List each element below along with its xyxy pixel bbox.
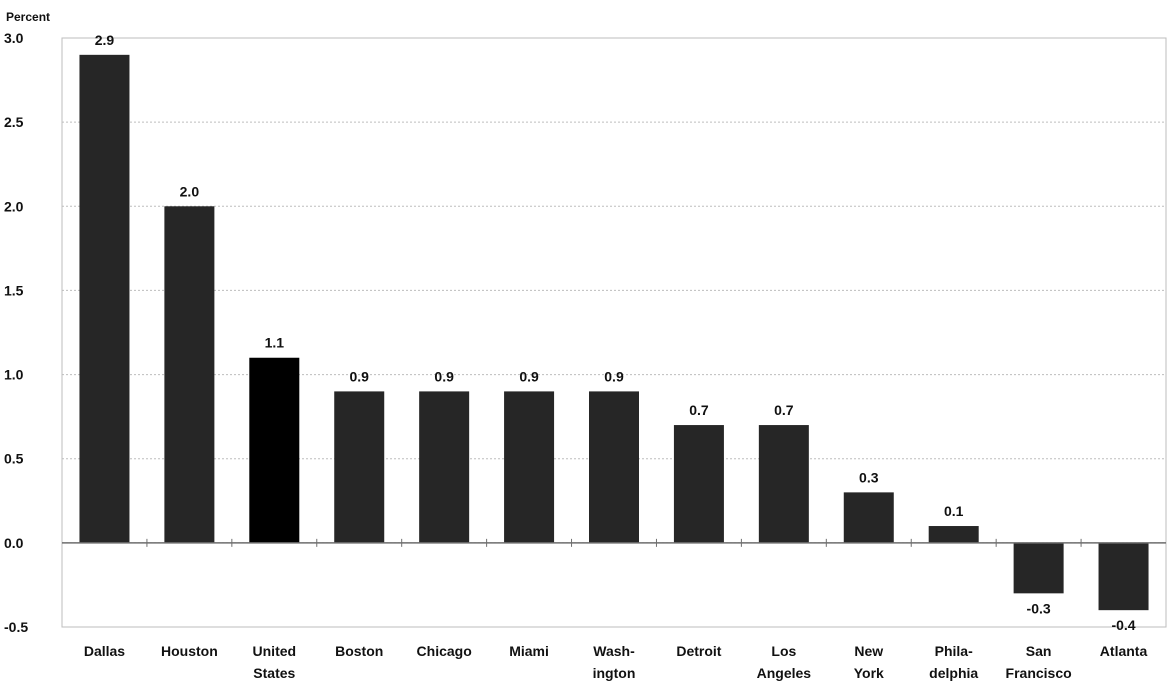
y-tick-label: 1.5 [4, 282, 24, 298]
bars [79, 54, 1149, 611]
x-axis [62, 538, 1166, 547]
data-label: 0.3 [859, 469, 879, 485]
bar [589, 391, 639, 543]
data-label: -0.3 [1027, 600, 1051, 616]
bar [758, 425, 809, 543]
bar [164, 206, 215, 543]
y-tick-label: 1.0 [4, 367, 24, 383]
data-label: 2.0 [180, 183, 200, 199]
bar [249, 357, 300, 543]
bar [334, 391, 385, 543]
x-tick-label: Houston [161, 643, 218, 659]
x-tick-label: Atlanta [1100, 643, 1148, 659]
x-tick-label: Dallas [84, 643, 125, 659]
bar [79, 54, 130, 543]
y-tick-label: 0.0 [4, 535, 24, 551]
value-labels: 2.9 2.0 1.1 0.9 0.9 0.9 0.9 0.7 0.7 0.3 0.1 -0.3 -0.… [95, 32, 1136, 633]
bar [1098, 542, 1149, 611]
x-tick-label: Miami [509, 643, 549, 659]
data-label: 0.9 [349, 368, 369, 384]
data-label: 0.9 [604, 368, 624, 384]
x-tick-label: Wash-ington [593, 643, 636, 681]
y-tick-label: 3.0 [4, 30, 24, 46]
y-axis-title: Percent [6, 10, 50, 24]
x-tick-label: Phila-delphia [929, 643, 978, 681]
data-label: 0.1 [944, 503, 964, 519]
x-tick-label: Boston [335, 643, 383, 659]
x-tick-label: San Francisco [1006, 643, 1072, 681]
data-label: 0.7 [689, 402, 709, 418]
bar [419, 391, 470, 543]
x-axis-labels: Dallas Houston United States Boston Chicago Mi… [84, 643, 1148, 681]
x-tick-label: New York [854, 643, 884, 681]
y-tick-label: 2.0 [4, 198, 24, 214]
bar [843, 492, 894, 543]
y-tick-label: 2.5 [4, 114, 24, 130]
y-tick-label: 0.5 [4, 451, 24, 467]
y-tick-label: -0.5 [4, 619, 28, 635]
x-tick-label: United States [253, 643, 297, 681]
data-label: -0.4 [1111, 617, 1135, 633]
bar [928, 526, 979, 543]
data-label: 0.7 [774, 402, 794, 418]
bar [673, 425, 724, 543]
data-label: 0.9 [519, 368, 539, 384]
x-tick-label: Detroit [676, 643, 721, 659]
x-tick-label: Chicago [417, 643, 472, 659]
bar [504, 391, 555, 543]
x-tick-label: Los Angeles [757, 643, 812, 681]
bar [1013, 542, 1064, 594]
data-label: 1.1 [265, 335, 285, 351]
data-label: 2.9 [95, 32, 115, 48]
data-label: 0.9 [434, 368, 454, 384]
y-axis-ticks: -0.5 0.0 0.5 1.0 1.5 2.0 2.5 3.0 [4, 30, 28, 635]
